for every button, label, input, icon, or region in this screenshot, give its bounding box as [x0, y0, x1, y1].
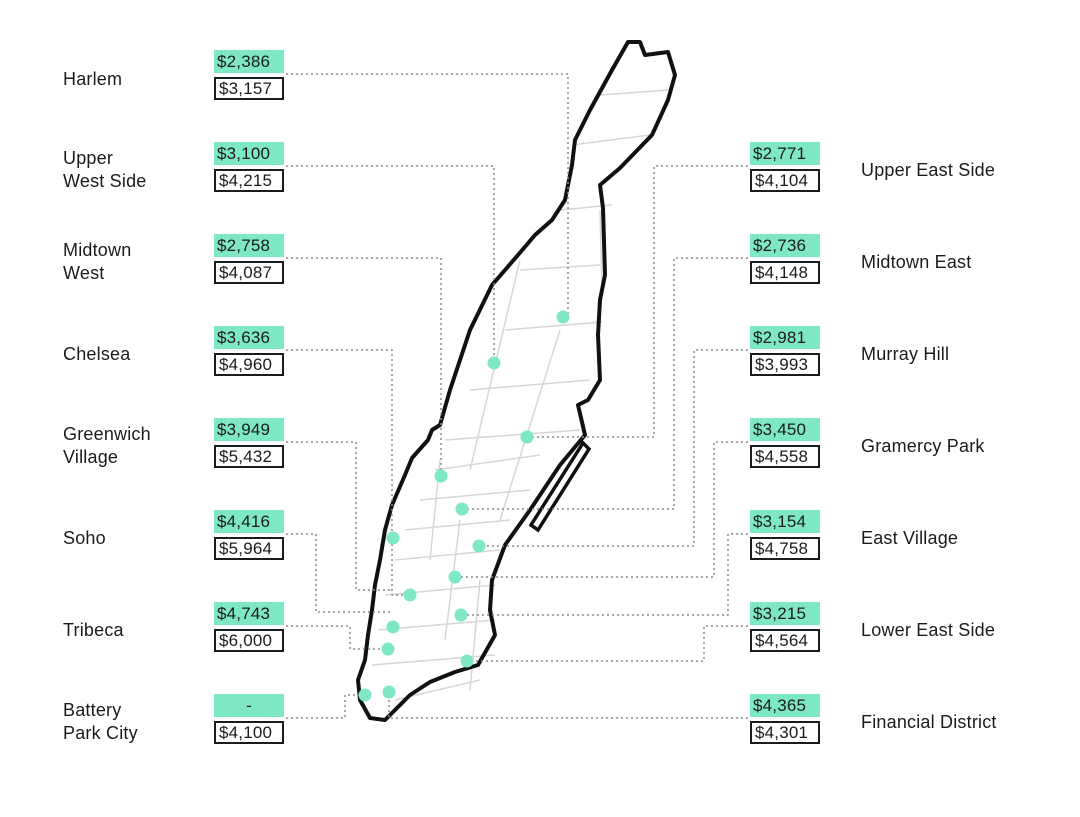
rent-top-east-village: $3,154 — [750, 510, 820, 533]
marker-east-village — [454, 608, 468, 622]
leader-line-harlem — [286, 73, 569, 317]
label-lower-east-side: Lower East Side — [861, 620, 996, 640]
leader-line-east-village — [461, 533, 748, 616]
rent-top-gramercy-park: $3,450 — [750, 418, 820, 441]
rent-bottom-midtown-east: $4,148 — [750, 261, 820, 284]
rent-bottom-murray-hill: $3,993 — [750, 353, 820, 376]
leader-line-tribeca — [286, 625, 388, 650]
leader-line-gramercy-park — [455, 441, 748, 578]
leader-line-murray-hill — [479, 349, 748, 547]
rent-bottom-midtown-west: $4,087 — [214, 261, 284, 284]
rent-bottom-harlem: $3,157 — [214, 77, 284, 100]
marker-greenwich-village — [386, 531, 400, 545]
marker-midtown-west — [434, 469, 448, 483]
rent-top-upper-east-side: $2,771 — [750, 142, 820, 165]
marker-lower-east-side — [460, 654, 474, 668]
rent-top-upper-west-side: $3,100 — [214, 142, 284, 165]
label-murray-hill: Murray Hill — [861, 344, 950, 364]
leader-line-soho — [286, 533, 393, 613]
label-greenwich-village: Greenwich Village — [63, 424, 151, 467]
rent-top-soho: $4,416 — [214, 510, 284, 533]
rent-top-tribeca: $4,743 — [214, 602, 284, 625]
label-financial-district: Financial District — [861, 712, 997, 732]
rent-top-battery-park-city: - — [214, 694, 284, 717]
rent-top-greenwich-village: $3,949 — [214, 418, 284, 441]
rent-top-murray-hill: $2,981 — [750, 326, 820, 349]
label-chelsea: Chelsea — [63, 344, 131, 364]
rent-bottom-battery-park-city: $4,100 — [214, 721, 284, 744]
label-upper-east-side: Upper East Side — [861, 160, 996, 180]
label-soho: Soho — [63, 528, 106, 548]
rent-bottom-upper-east-side: $4,104 — [750, 169, 820, 192]
leader-line-upper-west-side — [286, 165, 495, 363]
label-upper-west-side: Upper West Side — [63, 148, 147, 191]
rent-bottom-lower-east-side: $4,564 — [750, 629, 820, 652]
rent-bottom-financial-district: $4,301 — [750, 721, 820, 744]
marker-gramercy-park — [448, 570, 462, 584]
label-midtown-west: Midtown West — [63, 240, 132, 283]
rent-bottom-tribeca: $6,000 — [214, 629, 284, 652]
neighborhood-boundaries — [371, 89, 669, 701]
leader-line-financial-district — [388, 692, 748, 719]
manhattan-outline — [356, 40, 677, 722]
marker-midtown-east — [455, 502, 469, 516]
rent-bottom-chelsea: $4,960 — [214, 353, 284, 376]
rent-bottom-gramercy-park: $4,558 — [750, 445, 820, 468]
rent-top-midtown-west: $2,758 — [214, 234, 284, 257]
rent-top-harlem: $2,386 — [214, 50, 284, 73]
marker-financial-district — [382, 685, 396, 699]
marker-chelsea — [403, 588, 417, 602]
marker-upper-east-side — [520, 430, 534, 444]
marker-tribeca — [381, 642, 395, 656]
rent-bottom-east-village: $4,758 — [750, 537, 820, 560]
rent-bottom-upper-west-side: $4,215 — [214, 169, 284, 192]
label-east-village: East Village — [861, 528, 959, 548]
leader-line-greenwich-village — [286, 441, 393, 591]
leader-line-upper-east-side — [527, 165, 748, 438]
marker-upper-west-side — [487, 356, 501, 370]
rent-top-financial-district: $4,365 — [750, 694, 820, 717]
rent-top-chelsea: $3,636 — [214, 326, 284, 349]
marker-murray-hill — [472, 539, 486, 553]
leader-line-midtown-east — [462, 257, 748, 510]
rent-top-lower-east-side: $3,215 — [750, 602, 820, 625]
leader-line-midtown-west — [286, 257, 442, 476]
roosevelt-island — [528, 440, 592, 533]
rent-bottom-soho: $5,964 — [214, 537, 284, 560]
marker-harlem — [556, 310, 570, 324]
leader-line-battery-park-city — [286, 694, 365, 719]
label-tribeca: Tribeca — [63, 620, 124, 640]
rent-top-midtown-east: $2,736 — [750, 234, 820, 257]
label-midtown-east: Midtown East — [861, 252, 972, 272]
label-harlem: Harlem — [63, 69, 123, 89]
marker-battery-park-city — [358, 688, 372, 702]
marker-soho — [386, 620, 400, 634]
leader-line-lower-east-side — [467, 625, 748, 662]
leader-line-chelsea — [286, 349, 410, 596]
label-battery-park-city: Battery Park City — [63, 700, 138, 743]
label-gramercy-park: Gramercy Park — [861, 436, 985, 456]
rent-bottom-greenwich-village: $5,432 — [214, 445, 284, 468]
